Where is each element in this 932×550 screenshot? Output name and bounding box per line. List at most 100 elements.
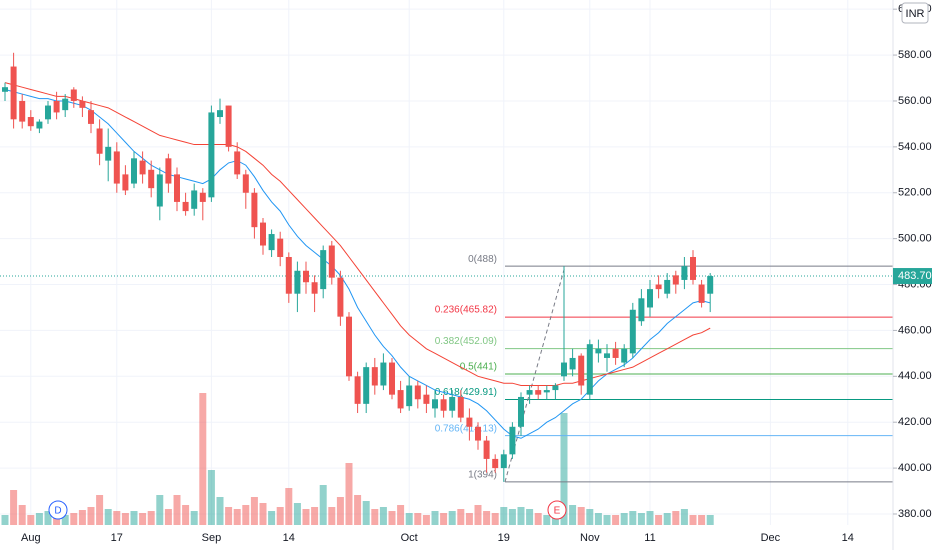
candle-body [53, 100, 60, 113]
candle-body [354, 376, 361, 404]
event-label: E [554, 506, 561, 517]
candle-body [156, 174, 163, 207]
volume-bar [620, 513, 628, 525]
volume-bar [190, 511, 198, 525]
event-marker[interactable] [48, 500, 68, 520]
candle-body [647, 289, 653, 308]
volume-bar [78, 510, 86, 525]
candle-body [88, 110, 94, 124]
candle-body [363, 367, 370, 404]
candle-body [518, 396, 524, 427]
candle-body [208, 112, 215, 198]
volume-bar [388, 511, 396, 525]
volume-bar [379, 507, 387, 525]
candle-body [2, 87, 8, 92]
candle-body [260, 222, 266, 246]
volume-bar [457, 509, 465, 525]
volume-bar [233, 509, 241, 525]
candle-body [380, 362, 387, 386]
event-d[interactable]: D [48, 500, 68, 520]
event-e[interactable]: E [547, 500, 567, 520]
candle-body [406, 385, 413, 407]
candle-body [698, 284, 705, 303]
candle-body [191, 190, 198, 209]
volume-bar [689, 515, 697, 525]
candle-body [27, 117, 34, 127]
candle-body [320, 250, 327, 290]
candle-body [346, 316, 352, 377]
y-tick-label: 420.00 [898, 416, 932, 428]
volume-bar [130, 511, 138, 525]
volume-bar [268, 511, 276, 525]
volume-bar [293, 503, 301, 525]
volume-bar [259, 503, 267, 525]
candle-body [543, 390, 550, 393]
candle-body [389, 362, 395, 395]
event-label: D [54, 506, 61, 517]
volume-bar [164, 509, 172, 525]
candle-body [36, 121, 43, 129]
fib-label: 0(488) [468, 254, 497, 265]
currency-label: INR [906, 8, 925, 20]
candle-body [131, 158, 137, 184]
x-tick-label: Oct [401, 532, 418, 544]
x-tick-label: 14 [283, 532, 295, 544]
volume-bar [534, 513, 542, 525]
candle-body [122, 174, 129, 191]
volume-bar [53, 515, 61, 525]
y-tick-label: 500.00 [898, 233, 932, 245]
candle-body [526, 390, 533, 395]
volume-bar [311, 507, 319, 525]
candle-body [234, 151, 241, 175]
fib-label: 0.786(414.13) [435, 423, 497, 434]
volume-bar [569, 505, 577, 525]
y-tick-label: 380.00 [898, 508, 932, 520]
candle-body [612, 348, 619, 358]
candle-body [294, 270, 301, 294]
candle-body [10, 66, 17, 120]
candle-body [285, 256, 292, 294]
candle-body [79, 100, 86, 108]
volume-bar [276, 507, 284, 525]
candle-body [217, 110, 223, 118]
candle-body [311, 282, 318, 294]
candle-body [629, 309, 636, 354]
fib-label: 0.236(465.82) [435, 305, 497, 316]
plot: 0(488) 0.236(465.82) 0.382(452.09) 0.5(441)… [0, 52, 893, 525]
candle-body [449, 396, 456, 411]
event-marker[interactable] [547, 500, 567, 520]
candle-body [535, 390, 542, 395]
y-tick-label: 580.00 [898, 49, 932, 61]
volume-bar [173, 495, 181, 525]
candle-body [466, 417, 473, 427]
volume-bar [586, 509, 594, 525]
volume-bar [354, 495, 362, 525]
volume-bar [182, 505, 190, 525]
x-tick-label: Nov [580, 532, 600, 544]
volume-bar [87, 507, 95, 525]
volume-bar [594, 513, 602, 525]
fib-label: 0.5(441) [460, 362, 497, 373]
candle-body [225, 105, 232, 147]
candle-body [70, 89, 77, 101]
volume-bar [698, 515, 706, 525]
currency-button[interactable] [901, 2, 929, 24]
volume-bar [371, 509, 379, 525]
volume-bar [139, 513, 147, 525]
volume-bar [629, 511, 637, 525]
x-tick-label: 11 [644, 532, 655, 544]
volume-bar [319, 485, 327, 525]
candle-body [595, 348, 602, 354]
x-tick-label: Dec [761, 532, 781, 544]
volume-bar [500, 507, 508, 525]
candle-body [96, 128, 103, 154]
candle-body [174, 174, 180, 202]
volume-bar [483, 511, 491, 525]
volume-bar [663, 513, 671, 525]
candle-body [182, 201, 189, 212]
volume-bar [225, 507, 233, 525]
candle-body [552, 385, 559, 391]
volume-bar [405, 513, 413, 525]
y-tick-label: 460.00 [898, 324, 932, 336]
